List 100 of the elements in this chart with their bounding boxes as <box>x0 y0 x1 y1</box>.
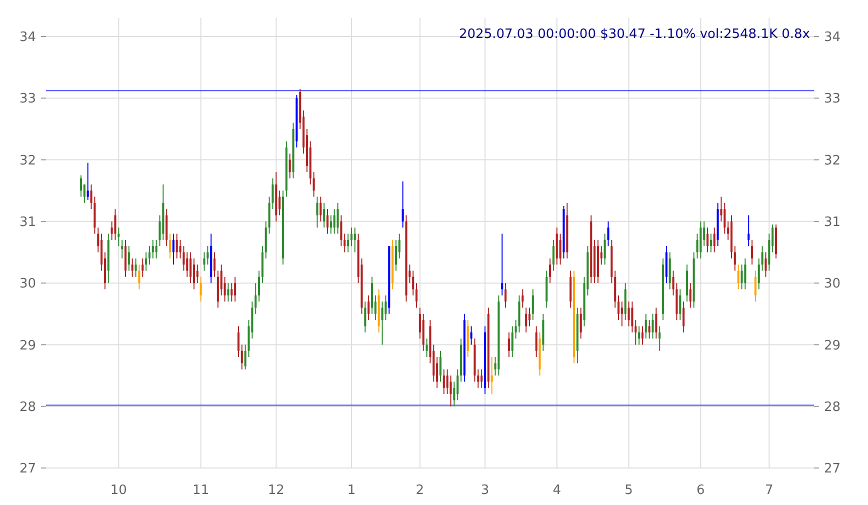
candlestick <box>80 174 82 198</box>
candlestick <box>511 326 514 358</box>
candlestick <box>525 307 528 333</box>
candlestick <box>192 258 196 290</box>
candlestick <box>326 208 329 234</box>
candlestick <box>628 301 630 327</box>
candlestick <box>758 258 760 290</box>
candlestick <box>477 368 480 388</box>
candlestick <box>724 202 726 234</box>
candlestick <box>439 350 442 382</box>
candlestick <box>552 239 554 272</box>
candlestick <box>490 356 493 395</box>
candlestick <box>186 252 188 278</box>
candlestick <box>652 313 654 340</box>
candlestick <box>528 307 531 327</box>
candlestick <box>316 196 318 228</box>
y-tick-label: 28 <box>19 400 36 415</box>
y-tick-label: 32 <box>19 153 36 168</box>
candlestick <box>240 344 243 370</box>
candlestick <box>402 180 404 228</box>
y2-tick-label: 31 <box>824 214 841 230</box>
y-tick-label: 27 <box>19 462 36 477</box>
candlestick <box>131 258 134 278</box>
x-tick-label: 5 <box>624 483 633 498</box>
x-tick-label: 12 <box>268 483 284 498</box>
candlestick <box>620 301 623 327</box>
y-tick-label: 34 <box>19 30 36 46</box>
candlestick <box>456 368 459 401</box>
candlestick <box>330 214 332 234</box>
candlestick <box>748 214 750 247</box>
x-tick-label: 10 <box>110 483 127 498</box>
y2-tick-label: 34 <box>824 30 841 46</box>
candlestick <box>227 282 230 302</box>
candlestick <box>412 270 414 296</box>
candlestick <box>634 320 637 346</box>
candlestick <box>607 220 610 247</box>
y2-tick-label: 29 <box>824 338 841 354</box>
candlestick <box>168 233 172 259</box>
candlestick <box>501 233 504 296</box>
candlestick <box>744 258 746 290</box>
y-tick-label: 30 <box>19 276 36 292</box>
candlestick <box>344 233 346 253</box>
candlestick <box>155 239 158 259</box>
x-tick-label: 1 <box>347 483 356 498</box>
candlestick <box>706 227 709 253</box>
candlestick <box>655 307 658 340</box>
candlestick <box>288 153 291 179</box>
y2-tick-label: 32 <box>824 153 841 168</box>
candlestick <box>751 239 754 266</box>
candlestick <box>648 320 650 340</box>
candlestick <box>213 252 216 278</box>
candlestick <box>368 294 370 321</box>
candlestick <box>172 233 174 266</box>
y-tick-label: 29 <box>19 338 36 354</box>
candlestick <box>522 288 524 308</box>
y-tick-label: 33 <box>19 92 36 107</box>
x-tick-label: 2 <box>416 483 424 498</box>
x-tick-label: 4 <box>552 483 562 498</box>
candlestick <box>638 326 640 346</box>
candlestick <box>470 326 472 346</box>
candlestick <box>617 294 620 321</box>
candlestick <box>86 162 89 200</box>
candlestick <box>679 288 682 321</box>
candlestick <box>504 282 507 308</box>
candlestick <box>734 246 736 272</box>
candlestick <box>145 252 148 272</box>
x-tick-label: 3 <box>480 483 490 498</box>
candlestick <box>333 208 336 234</box>
candlestick <box>754 270 756 302</box>
candlestick <box>641 326 644 346</box>
x-tick-label: 7 <box>765 483 774 498</box>
candlestick <box>152 239 154 259</box>
y-tick-label: 31 <box>19 214 36 230</box>
candlestick <box>689 282 692 308</box>
candlestick <box>320 196 322 222</box>
y2-tick-label: 27 <box>824 462 841 477</box>
candlestick <box>446 368 448 395</box>
candlestick <box>234 276 236 302</box>
candlestick <box>480 368 483 388</box>
candlestick <box>532 288 534 321</box>
candlestick <box>710 233 712 253</box>
candlestick <box>336 202 339 234</box>
candlestick <box>740 264 743 290</box>
candlestick <box>118 227 120 247</box>
candlestick <box>148 246 150 266</box>
candlestick <box>658 326 661 352</box>
candlestick <box>508 332 510 358</box>
candlestick <box>442 368 445 395</box>
candlestick <box>323 202 326 228</box>
text: 2025.07.03 00:00:00 $30.47 -1.10% vol:2548.1K 0.8x <box>459 27 810 42</box>
candlestick <box>230 282 233 302</box>
x-tick-label: 6 <box>696 483 705 498</box>
candlestick <box>394 239 397 272</box>
candlestick <box>350 227 352 247</box>
candlestick <box>258 270 260 302</box>
candlestick <box>415 282 418 308</box>
candlestick <box>364 301 366 333</box>
candlestick <box>764 252 767 278</box>
candlestick <box>128 246 130 272</box>
candlestick <box>114 208 116 240</box>
